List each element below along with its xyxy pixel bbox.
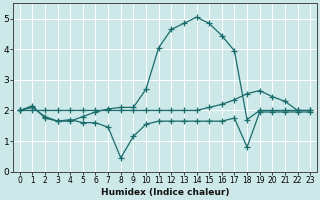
X-axis label: Humidex (Indice chaleur): Humidex (Indice chaleur) (101, 188, 229, 197)
